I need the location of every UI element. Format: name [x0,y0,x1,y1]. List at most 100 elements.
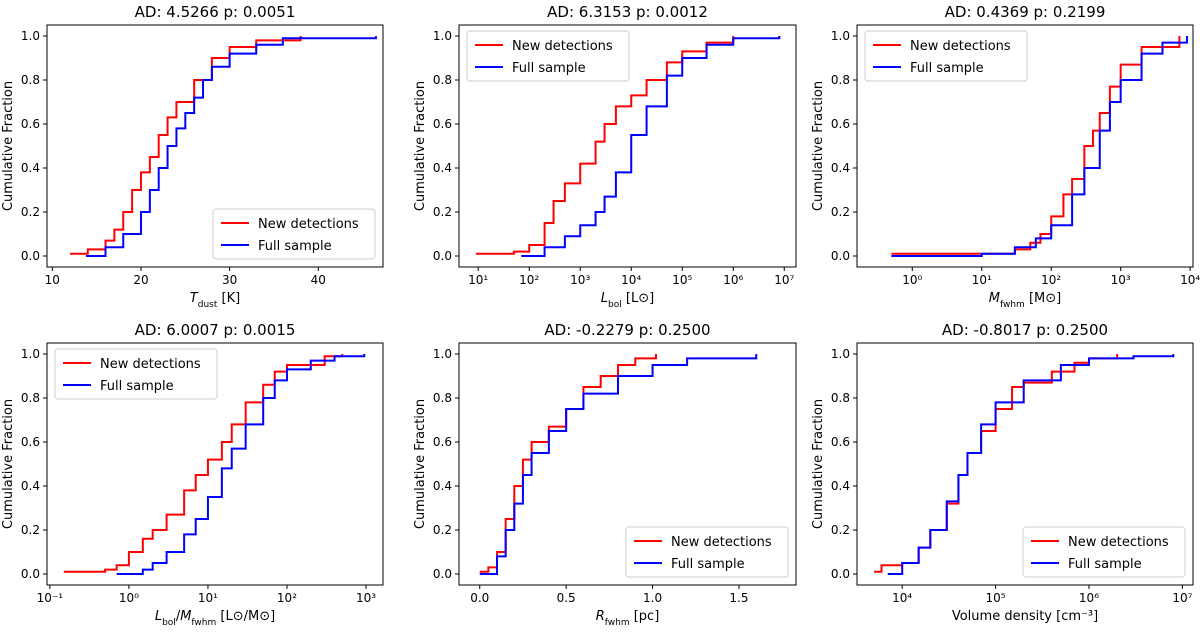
x-tick-label: 10¹ [468,273,488,287]
legend-label: Full sample [1068,557,1142,572]
x-axis-label-part: [pc] [630,609,660,624]
x-axis-label-part: [L⊙] [622,291,654,306]
x-tick-label: 10⁵ [672,273,692,287]
y-tick-label: 0.0 [831,249,850,263]
ecdf-line [63,354,344,573]
panel-title: AD: 6.3153 p: 0.0012 [547,3,708,21]
axes-frame [46,342,384,586]
x-axis-label-part: [L⊙/M⊙] [216,609,275,624]
x-tick-label: 10⁶ [723,273,743,287]
y-tick-label: 0.2 [21,205,40,219]
y-axis-label: Cumulative Fraction [413,399,428,529]
x-tick-label: 10 [45,273,60,287]
y-tick-label: 0.4 [433,161,452,175]
y-tick-label: 0.2 [831,205,850,219]
y-tick-label: 0.8 [21,391,40,405]
legend-label: Full sample [671,557,745,572]
axes-frame [856,24,1194,268]
x-tick-label: 10⁴ [892,591,912,605]
x-tick-label: 10³ [1111,273,1131,287]
legend: New detections Full sample [1022,526,1186,578]
panel-title: AD: -0.8017 p: 0.2500 [942,321,1108,339]
y-tick-label: 0.8 [433,391,452,405]
y-axis-label: Cumulative Fraction [811,81,826,211]
x-tick-label: 10¹ [198,591,218,605]
y-axis-label: Cumulative Fraction [1,81,16,211]
x-axis-label: Tdust [K] [190,291,240,310]
y-tick-label: 0.4 [831,161,850,175]
x-axis-label-part: / [176,609,181,624]
x-tick-label: 1.5 [729,591,748,605]
x-tick-label: 10³ [356,591,376,605]
ecdf-line [891,36,1188,257]
legend-box [466,30,630,82]
legend-label: Full sample [910,61,984,76]
ecdf-line [116,354,366,575]
y-tick-label: 0.8 [21,73,40,87]
y-axis-label: Cumulative Fraction [1,399,16,529]
panel-title: AD: 4.5266 p: 0.0051 [135,3,296,21]
panel: AD: 6.0007 p: 0.0015 10⁻¹ 10⁰ 10¹ 10² 10³ 0.0 0… [1,321,384,628]
legend-label: New detections [100,357,201,372]
x-axis-label: Volume density [cm⁻³] [952,609,1098,624]
x-tick-label: 10³ [570,273,590,287]
axes-frame [856,342,1194,586]
x-axis-label-part: T [190,291,199,306]
x-axis-label-part: fwhm [605,618,630,628]
y-tick-label: 0.2 [21,523,40,537]
y-tick-label: 0.0 [21,249,40,263]
ecdf-line [521,36,781,257]
x-axis-label: Rfwhm [pc] [596,609,660,628]
legend: New detections Full sample [864,30,1028,82]
x-tick-label: 10⁷ [774,273,794,287]
x-axis-label-part: M [180,609,191,624]
y-tick-label: 0.4 [21,161,40,175]
x-tick-label: 10² [277,591,297,605]
x-tick-label: 30 [222,273,237,287]
y-tick-label: 0.2 [433,205,452,219]
legend-box [212,208,376,260]
x-axis-label-part: R [596,609,605,624]
x-tick-label: 40 [311,273,326,287]
x-tick-label: 10² [519,273,539,287]
y-tick-label: 0.2 [831,523,850,537]
y-tick-label: 1.0 [21,29,40,43]
legend-box [625,526,789,578]
legend: New detections Full sample [466,30,630,82]
y-tick-label: 0.4 [21,479,40,493]
panel: AD: -0.8017 p: 0.2500 10⁴ 10⁵ 10⁶ 10⁷ 0.0 0.2 0… [811,321,1194,624]
panel: AD: 0.4369 p: 0.2199 10⁰ 10¹ 10² 10³ 10⁴ 0.0 0.… [811,3,1200,310]
legend-label: New detections [1068,535,1169,550]
ecdf-line [479,354,758,575]
x-axis-label-part: L [155,609,162,624]
x-tick-label: 10⁰ [119,591,139,605]
panel: AD: 6.3153 p: 0.0012 10¹ 10² 10³ 10⁴ 10⁵ 10⁶ 10… [413,3,797,310]
y-tick-label: 0.6 [831,435,850,449]
y-tick-label: 0.6 [433,117,452,131]
x-axis-label-part: M [989,291,1000,306]
x-axis-label: Lbol/Mfwhm [L⊙/M⊙] [155,609,275,628]
x-tick-label: 10⁴ [1180,273,1200,287]
panel-title: AD: 6.0007 p: 0.0015 [135,321,296,339]
legend-label: Full sample [258,239,332,254]
x-axis-label-part: [K] [217,291,240,306]
ecdf-line [891,36,1181,255]
legend-label: Full sample [512,61,586,76]
y-tick-label: 0.8 [831,391,850,405]
x-tick-label: 10⁴ [621,273,641,287]
legend-label: New detections [258,217,359,232]
x-tick-label: 10⁶ [1079,591,1099,605]
legend-box [54,348,218,400]
legend-label: New detections [910,39,1011,54]
x-tick-label: 10⁷ [1172,591,1192,605]
legend-label: Full sample [100,379,174,394]
y-tick-label: 0.6 [21,435,40,449]
ecdf-line [86,36,377,257]
x-tick-label: 10⁰ [902,273,922,287]
legend: New detections Full sample [212,208,376,260]
panel-title: AD: 0.4369 p: 0.2199 [945,3,1106,21]
y-tick-label: 0.0 [433,567,452,581]
y-tick-label: 0.8 [831,73,850,87]
y-tick-label: 0.6 [831,117,850,131]
legend-box [1022,526,1186,578]
